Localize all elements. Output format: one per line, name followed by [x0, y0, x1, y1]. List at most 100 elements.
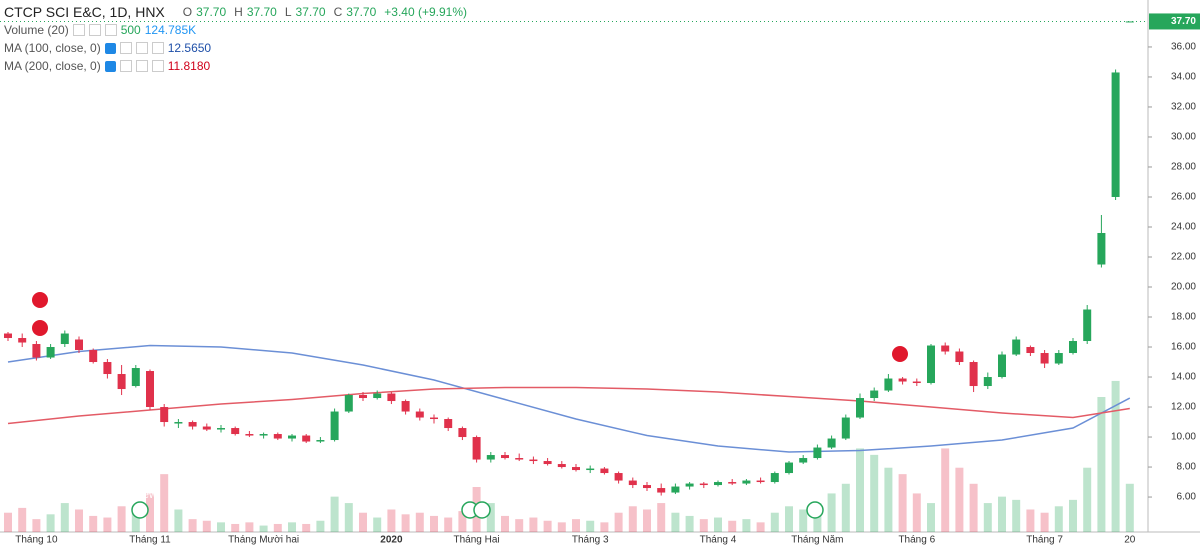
candle-body: [188, 422, 197, 427]
volume-bar: [444, 517, 453, 532]
candle-body: [856, 398, 864, 418]
y-tick-label: 36.00: [1171, 42, 1196, 53]
volume-bar: [1026, 509, 1035, 532]
volume-bar: [245, 522, 254, 532]
volume-bar: [969, 483, 978, 532]
y-tick-label: 14.00: [1171, 372, 1196, 383]
volume-bar: [912, 493, 921, 532]
candle-body: [60, 333, 69, 345]
candle-body: [217, 428, 225, 430]
x-tick-label: Tháng 10: [15, 535, 58, 546]
volume-bar: [160, 474, 169, 532]
candle-body: [770, 473, 779, 483]
x-tick-label: Tháng 3: [572, 535, 609, 546]
indicator-value: 12.5650: [167, 41, 212, 55]
volume-bar: [1083, 467, 1092, 532]
volume-bar: [785, 506, 793, 532]
indicator-row: Volume (20) 500 124.785K: [4, 21, 471, 39]
y-tick-label: 10.00: [1171, 432, 1196, 443]
y-tick-label: 18.00: [1171, 312, 1196, 323]
volume-bar: [955, 467, 964, 532]
volume-bar: [344, 503, 353, 532]
candle-body: [160, 407, 169, 423]
y-tick-label: 30.00: [1171, 132, 1196, 143]
volume-bar: [870, 454, 879, 532]
ohlc-value: 37.70: [346, 5, 377, 19]
candle-body: [785, 462, 793, 474]
volume-bar: [46, 514, 55, 532]
volume-bar: [288, 522, 296, 532]
indicator-value: 124.785K: [144, 23, 197, 37]
volume-bar: [557, 522, 566, 532]
candle-body: [146, 371, 154, 408]
volume-bar: [486, 503, 495, 532]
candle-body: [927, 345, 935, 384]
x-tick-label: Tháng Mười hai: [228, 535, 299, 546]
candle-body: [4, 333, 12, 339]
volume-bar: [103, 517, 112, 532]
volume-bar: [699, 519, 708, 532]
candle-body: [898, 378, 907, 382]
candle-body: [202, 426, 211, 430]
icon: [72, 24, 85, 36]
volume-bar: [827, 493, 836, 532]
volume-bar: [359, 512, 367, 532]
change: +3.40 (+9.91%): [384, 5, 468, 19]
volume-bar: [614, 512, 623, 532]
candle-body: [586, 468, 595, 471]
event-marker: [473, 501, 491, 519]
candle-body: [515, 458, 524, 460]
y-tick-label: 12.00: [1171, 402, 1196, 413]
volume-bar: [174, 509, 183, 532]
candle-body: [89, 350, 98, 363]
volume-bar: [259, 525, 268, 532]
candle-body: [472, 437, 481, 460]
candle-body: [117, 374, 126, 390]
icon: [88, 24, 101, 36]
volume-bar: [458, 511, 467, 532]
volume-bar: [586, 520, 595, 532]
volume-bar: [742, 519, 751, 532]
volume-bar: [515, 519, 524, 532]
volume-bar: [4, 512, 12, 532]
volume-bar: [884, 467, 893, 532]
volume-bar: [231, 523, 240, 532]
ohlc-key: H: [234, 5, 243, 19]
y-tick-label: 26.00: [1171, 192, 1196, 203]
candle-body: [1125, 21, 1134, 23]
volume-bar: [188, 519, 197, 532]
candle-body: [131, 368, 140, 387]
candle-body: [486, 455, 495, 460]
volume-bar: [217, 522, 225, 532]
candle-body: [316, 440, 325, 442]
volume-bar: [728, 520, 737, 532]
y-tick-label: 20.00: [1171, 282, 1196, 293]
candle-body: [1111, 72, 1120, 197]
volume-bar: [543, 520, 552, 532]
candle-body: [912, 381, 921, 384]
volume-bar: [529, 517, 538, 532]
candle-body: [75, 339, 83, 351]
candle-body: [1097, 232, 1106, 265]
event-marker: [806, 501, 824, 519]
indicator-name: Volume (20): [4, 23, 69, 37]
volume-bar: [941, 448, 950, 532]
volume-bar: [756, 522, 765, 532]
y-tick-label: 16.00: [1171, 342, 1196, 353]
candle-body: [699, 483, 708, 486]
volume-bar: [89, 515, 98, 532]
candle-body: [969, 362, 978, 387]
candle-body: [273, 434, 282, 439]
signal-marker: [892, 346, 908, 362]
candle-body: [657, 488, 666, 493]
candle-body: [18, 338, 27, 343]
icon: [104, 42, 116, 54]
candle-body: [1012, 339, 1021, 355]
y-tick-label: 8.00: [1177, 462, 1197, 473]
volume-bar: [32, 519, 41, 532]
candle-body: [714, 482, 722, 486]
x-tick-label: 2020: [380, 535, 403, 546]
volume-bar: [330, 496, 339, 532]
signal-marker: [32, 320, 48, 336]
